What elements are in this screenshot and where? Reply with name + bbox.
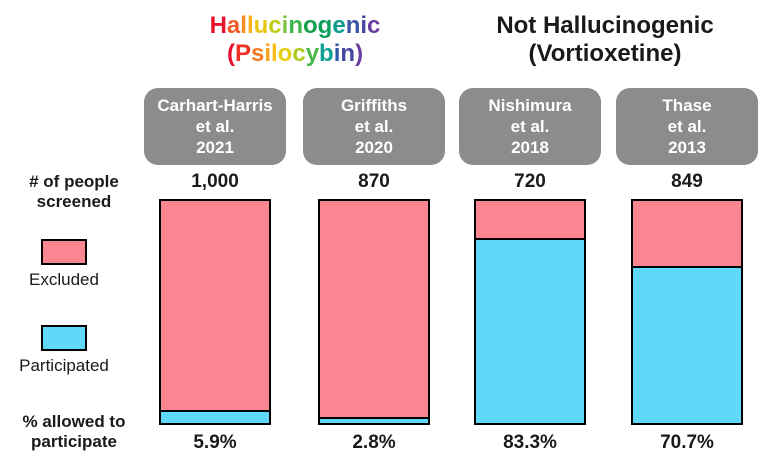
study-header-carhart-harris-2021: Carhart-Harris et al. 2021: [144, 88, 286, 165]
title-not-hallucinogenic-line2: (Vortioxetine): [528, 40, 682, 67]
stacked-bar-nishimura-2018: [474, 199, 586, 425]
participation-percentage: 70.7%: [660, 432, 714, 453]
study-header-griffiths-2020: Griffiths et al. 2020: [303, 88, 445, 165]
row-label-people-screened: # of people screened: [0, 172, 148, 212]
row-label-allowed-to-participate: % allowed to participate: [0, 412, 148, 452]
study-column-griffiths-2020: Griffiths et al. 2020 870 2.8%: [303, 0, 445, 476]
study-header-line1: Thase: [662, 96, 712, 115]
participated-color-swatch: [41, 325, 87, 351]
group-title-not-hallucinogenic: Not Hallucinogenic (Vortioxetine): [454, 12, 756, 68]
group-title-hallucinogenic: Hallucinogenic (Psilocybin): [144, 12, 446, 68]
bar-segment-excluded: [476, 201, 584, 239]
study-header-line3: 2021: [196, 138, 234, 157]
study-header-line3: 2018: [511, 138, 549, 157]
study-header-line2: et al.: [510, 117, 550, 136]
study-header-line3: 2013: [668, 138, 706, 157]
study-header-line2: et al.: [195, 117, 235, 136]
row-label-allowed-line1: % allowed to: [22, 412, 126, 431]
study-column-thase-2013: Thase et al. 2013 849 70.7%: [616, 0, 758, 476]
screened-count: 849: [671, 171, 703, 192]
screened-count: 1,000: [191, 171, 239, 192]
bar-segment-excluded: [161, 201, 269, 410]
bar-segment-excluded: [320, 201, 428, 417]
title-hallucinogenic-line2: (Psilocybin): [226, 40, 364, 67]
study-header-line1: Nishimura: [488, 96, 572, 115]
study-header-line1: Griffiths: [340, 96, 408, 115]
legend-label-participated: Participated: [19, 356, 109, 375]
bar-segment-participated: [476, 238, 584, 423]
stacked-bar-carhart-harris-2021: [159, 199, 271, 425]
row-label-people-screened-line1: # of people: [29, 172, 119, 191]
study-header-thase-2013: Thase et al. 2013: [616, 88, 758, 165]
legend-label-excluded: Excluded: [29, 270, 99, 289]
bar-segment-participated: [161, 409, 269, 423]
screened-count: 720: [514, 171, 546, 192]
participation-percentage: 2.8%: [352, 432, 396, 453]
study-header-nishimura-2018: Nishimura et al. 2018: [459, 88, 601, 165]
participation-percentage: 83.3%: [503, 432, 557, 453]
study-header-line2: et al.: [667, 117, 707, 136]
excluded-color-swatch: [41, 239, 87, 265]
title-not-hallucinogenic-line1: Not Hallucinogenic: [496, 12, 714, 39]
stacked-bar-thase-2013: [631, 199, 743, 425]
participation-percentage: 5.9%: [193, 432, 237, 453]
legend-item-excluded: Excluded: [0, 239, 128, 290]
screened-count: 870: [358, 171, 390, 192]
legend-item-participated: Participated: [0, 325, 128, 376]
study-header-line2: et al.: [354, 117, 394, 136]
bar-segment-participated: [633, 266, 741, 423]
study-header-line3: 2020: [355, 138, 393, 157]
title-hallucinogenic-line1: Hallucinogenic: [209, 12, 381, 39]
row-label-people-screened-line2: screened: [36, 192, 112, 211]
bar-segment-excluded: [633, 201, 741, 267]
bar-segment-participated: [320, 416, 428, 423]
stacked-bar-griffiths-2020: [318, 199, 430, 425]
row-label-allowed-line2: participate: [31, 432, 117, 451]
study-header-line1: Carhart-Harris: [157, 96, 273, 115]
study-column-nishimura-2018: Nishimura et al. 2018 720 83.3%: [459, 0, 601, 476]
study-column-carhart-harris-2021: Carhart-Harris et al. 2021 1,000 5.9%: [144, 0, 286, 476]
